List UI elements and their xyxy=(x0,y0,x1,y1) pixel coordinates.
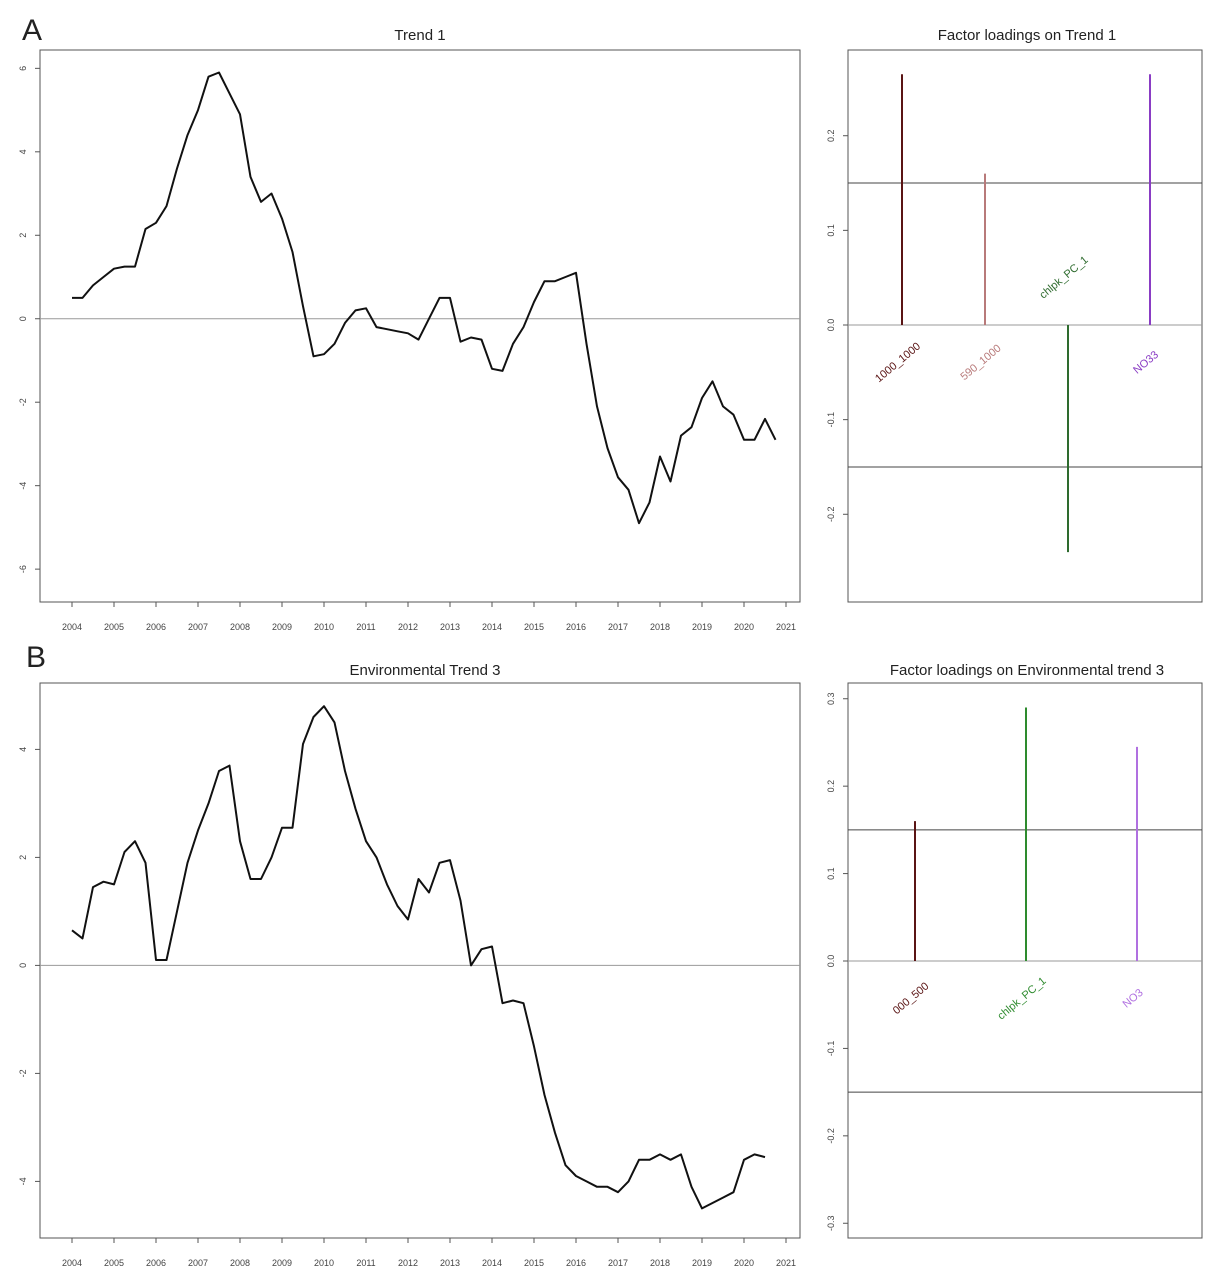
x-tick-label: 2020 xyxy=(734,1258,754,1268)
x-tick-label: 2014 xyxy=(482,622,502,632)
x-tick-label: 2008 xyxy=(230,622,250,632)
trend-line xyxy=(71,705,766,1210)
y-tick-label: 0.1 xyxy=(826,224,836,237)
y-tick-label: 2 xyxy=(18,855,28,860)
trend-chart-a: Trend 1 -6 -4 -2 0 2 4 6 2004 2005 2006 2007 2008 20… xyxy=(18,27,801,632)
panel-letter-b: B xyxy=(26,641,46,674)
y-tick-label: 0.2 xyxy=(826,129,836,142)
y-tick-label: 2 xyxy=(18,233,28,238)
panel-letter-a: A xyxy=(22,14,42,47)
x-tick-label: 2005 xyxy=(104,1258,124,1268)
x-tick-label: 2016 xyxy=(566,1258,586,1268)
x-tick-label: 2015 xyxy=(524,1258,544,1268)
x-tick-label: 2005 xyxy=(104,622,124,632)
x-tick-label: 2004 xyxy=(62,622,82,632)
trend-line xyxy=(72,71,777,525)
x-tick-label: 2010 xyxy=(314,622,334,632)
y-tick-label: 0.1 xyxy=(826,867,836,880)
y-tick-label: 0.0 xyxy=(826,955,836,968)
x-tick-label: 2019 xyxy=(692,622,712,632)
x-tick-label: 2015 xyxy=(524,622,544,632)
x-tick-label: 2010 xyxy=(314,1258,334,1268)
y-tick-label: -2 xyxy=(18,398,28,406)
loading-bar-label: 000_500 xyxy=(891,980,932,1017)
loading-bar-label: NO33 xyxy=(1131,349,1161,377)
x-tick-label: 2009 xyxy=(272,1258,292,1268)
x-tick-label: 2019 xyxy=(692,1258,712,1268)
trend-chart-b: Environmental Trend 3 -4 -2 0 2 4 2004 2005 200… xyxy=(18,662,801,1268)
y-tick-label: 0.3 xyxy=(826,692,836,705)
y-tick-label: 4 xyxy=(18,747,28,752)
y-tick-label: -0.1 xyxy=(826,412,836,428)
x-tick-label: 2020 xyxy=(734,622,754,632)
x-tick-label: 2011 xyxy=(356,1258,375,1268)
y-tick-label: 0.2 xyxy=(826,780,836,793)
trend-title-b: Environmental Trend 3 xyxy=(350,662,501,679)
x-tick-label: 2007 xyxy=(188,622,208,632)
loadings-frame-a xyxy=(847,49,1203,603)
y-tick-label: 4 xyxy=(18,149,28,154)
x-tick-label: 2004 xyxy=(62,1258,82,1268)
y-tick-label: 0 xyxy=(18,316,28,321)
loading-bar-label: 1000_1000 xyxy=(873,340,923,385)
x-tick-label: 2009 xyxy=(272,622,292,632)
y-tick-label: 0 xyxy=(18,963,28,968)
y-tick-label: -2 xyxy=(18,1069,28,1077)
x-tick-label: 2018 xyxy=(650,622,670,632)
y-tick-label: -4 xyxy=(18,482,28,490)
loading-bar-label: NO3 xyxy=(1121,987,1146,1011)
x-tick-label: 2008 xyxy=(230,1258,250,1268)
y-tick-label: -0.2 xyxy=(826,507,836,523)
loadings-chart-a: Factor loadings on Trend 1 -0.2 -0.1 0.0 0.… xyxy=(826,27,1203,603)
trend-frame-b xyxy=(39,682,801,1239)
x-tick-label: 2016 xyxy=(566,622,586,632)
y-tick-label: -0.3 xyxy=(826,1216,836,1232)
x-tick-label: 2021 xyxy=(776,1258,796,1268)
x-tick-label: 2013 xyxy=(440,1258,460,1268)
x-tick-label: 2017 xyxy=(608,1258,628,1268)
y-tick-label: 6 xyxy=(18,66,28,71)
loadings-title-b: Factor loadings on Environmental trend 3 xyxy=(890,662,1164,679)
loading-bar-label: 590_1000 xyxy=(958,342,1003,383)
loadings-title-a: Factor loadings on Trend 1 xyxy=(938,27,1116,44)
x-tick-label: 2014 xyxy=(482,1258,502,1268)
loading-bar-label: chlpk_PC_1 xyxy=(995,975,1048,1022)
y-tick-label: -0.1 xyxy=(826,1041,836,1057)
x-tick-label: 2013 xyxy=(440,622,460,632)
x-tick-label: 2021 xyxy=(776,622,796,632)
trend-frame-a xyxy=(39,49,801,603)
y-tick-label: 0.0 xyxy=(826,319,836,332)
loadings-chart-b: Factor loadings on Environmental trend 3… xyxy=(826,662,1203,1239)
trend-title-a: Trend 1 xyxy=(394,27,445,44)
y-tick-label: -6 xyxy=(18,565,28,573)
x-tick-label: 2007 xyxy=(188,1258,208,1268)
x-tick-label: 2017 xyxy=(608,622,628,632)
x-tick-label: 2012 xyxy=(398,622,418,632)
x-tick-label: 2012 xyxy=(398,1258,418,1268)
x-tick-label: 2006 xyxy=(146,622,166,632)
loading-bar-label: chlpk_PC_1 xyxy=(1037,254,1090,301)
x-tick-label: 2006 xyxy=(146,1258,166,1268)
x-tick-label: 2011 xyxy=(356,622,375,632)
y-tick-label: -4 xyxy=(18,1177,28,1185)
x-tick-label: 2018 xyxy=(650,1258,670,1268)
y-tick-label: -0.2 xyxy=(826,1128,836,1144)
